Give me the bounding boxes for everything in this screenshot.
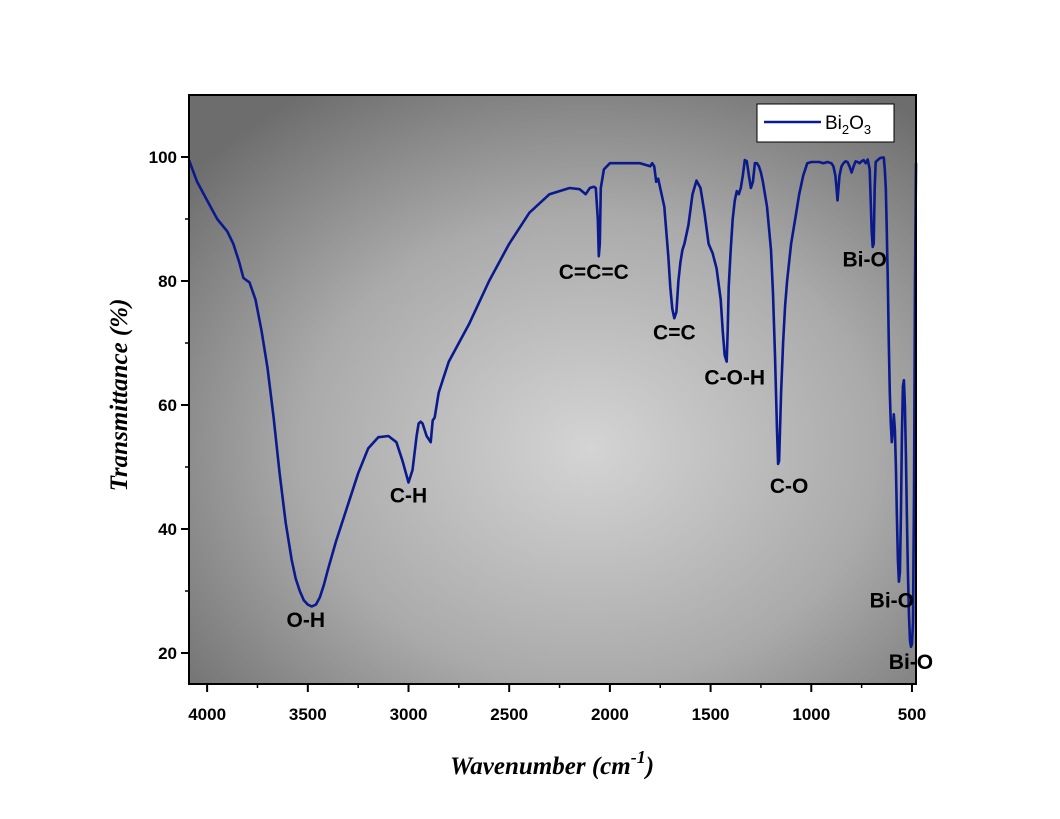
x-tick-label: 4000 [188, 705, 226, 724]
peak-annotation: C-O [770, 475, 809, 498]
peak-annotation: O-H [287, 609, 326, 632]
peak-annotation: Bi-O [870, 590, 914, 613]
plot-background [189, 95, 916, 684]
x-tick-label: 1000 [792, 705, 830, 724]
y-tick-label: 60 [158, 396, 177, 415]
legend-label: Bi2O3 [825, 113, 871, 137]
x-tick-label: 2000 [591, 705, 629, 724]
y-axis-title: Transmittance (%) [106, 299, 133, 492]
peak-annotation: C-H [390, 484, 427, 507]
x-tick-label: 3000 [390, 705, 428, 724]
series-line-bi2o3 [187, 156, 918, 649]
y-tick-label: 100 [149, 148, 177, 167]
y-axis-ticks: 20 40 60 80 100 [149, 148, 189, 663]
x-axis-ticks: 4000 3500 3000 2500 2000 1500 1000 500 [188, 684, 926, 724]
legend: Bi2O3 [756, 103, 895, 143]
peak-annotation: C=C [653, 321, 696, 344]
x-tick-label: 1500 [692, 705, 730, 724]
x-axis-title: Wavenumber (cm-1) [450, 747, 654, 780]
x-tick-label: 2500 [490, 705, 528, 724]
peak-annotation: C=C=C [559, 261, 629, 284]
x-tick-label: 500 [898, 705, 926, 724]
peak-annotation: Bi-O [842, 249, 886, 272]
y-tick-label: 80 [158, 272, 177, 291]
plot-frame [188, 94, 917, 685]
peak-annotations: O-H C-H C=C=C C=C C-O-H C-O Bi-O Bi-O Bi-O [287, 249, 934, 674]
peak-annotation: C-O-H [704, 367, 765, 390]
y-tick-label: 20 [158, 644, 177, 663]
y-tick-label: 40 [158, 520, 177, 539]
peak-annotation: Bi-O [889, 651, 933, 674]
x-tick-label: 3500 [289, 705, 327, 724]
